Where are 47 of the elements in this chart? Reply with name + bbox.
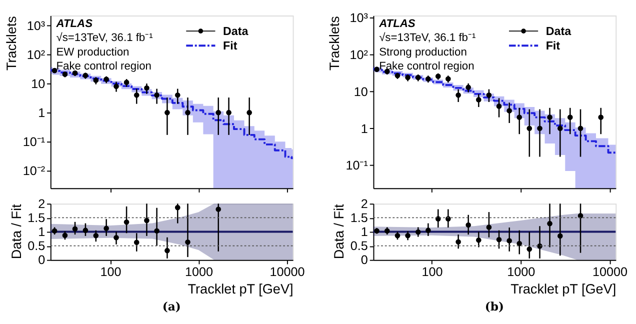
y-tick-label: 10⁻¹ bbox=[346, 158, 368, 173]
y-tick-label: 10⁻¹ bbox=[22, 134, 46, 149]
y-axis-title: Data / Fit bbox=[8, 204, 24, 260]
annotation: √s=13TeV, 36.1 fb⁻¹ bbox=[379, 32, 476, 44]
annotation: √s=13TeV, 36.1 fb⁻¹ bbox=[56, 32, 154, 44]
y-tick-label: 10³ bbox=[26, 18, 46, 33]
y-tick-label: 10² bbox=[26, 48, 46, 62]
y-tick-label: 2 bbox=[38, 196, 46, 211]
x-axis-title: Tracklet pT [GeV] bbox=[188, 281, 294, 296]
y-tick-label: 10⁻² bbox=[22, 164, 46, 178]
annotation: EW production bbox=[56, 46, 130, 58]
y-axis-title: Data / Fit bbox=[332, 204, 347, 260]
y-tick-label: 0.5 bbox=[28, 239, 46, 254]
y-tick-label: 10 bbox=[354, 84, 368, 99]
text: (a) bbox=[162, 299, 181, 314]
x-tick-label: 1000 bbox=[507, 264, 536, 279]
legend-label: Data bbox=[222, 24, 249, 38]
x-axis-title: Tracklet pT [GeV] bbox=[510, 281, 616, 296]
annotation: Fake control region bbox=[379, 60, 474, 72]
annotation: Strong production bbox=[379, 46, 467, 58]
legend-label: Data bbox=[546, 24, 572, 38]
legend-label: Fit bbox=[546, 39, 560, 52]
x-tick-label: 10000 bbox=[270, 264, 305, 279]
x-tick-label: 100 bbox=[422, 264, 443, 279]
y-tick-label: 1.5 bbox=[28, 211, 46, 226]
annotation: Fake control region bbox=[56, 60, 152, 72]
x-tick-label: 100 bbox=[100, 264, 122, 279]
y-tick-label: 0.5 bbox=[350, 239, 368, 254]
y-axis-title: Tracklets bbox=[4, 16, 20, 71]
y-tick-label: 2 bbox=[360, 196, 368, 211]
y-axis-title: Tracklets bbox=[327, 16, 342, 71]
y-tick-label: 10³ bbox=[350, 11, 368, 26]
annotation: ATLAS bbox=[378, 18, 416, 30]
x-tick-label: 1000 bbox=[184, 264, 214, 279]
y-tick-label: 0 bbox=[360, 253, 368, 268]
y-tick-label: 10 bbox=[31, 76, 46, 91]
y-tick-label: 1 bbox=[360, 225, 368, 240]
y-tick-label: 1 bbox=[38, 106, 46, 120]
legend-label: Fit bbox=[222, 39, 238, 52]
y-tick-label: 0 bbox=[38, 253, 46, 268]
y-tick-label: 1 bbox=[360, 122, 368, 136]
annotation: ATLAS bbox=[55, 18, 94, 30]
text: (b) bbox=[484, 299, 504, 314]
y-tick-label: 10² bbox=[350, 48, 368, 62]
x-tick-label: 10000 bbox=[592, 264, 628, 279]
y-tick-label: 1.5 bbox=[350, 211, 368, 226]
y-tick-label: 1 bbox=[38, 225, 46, 240]
